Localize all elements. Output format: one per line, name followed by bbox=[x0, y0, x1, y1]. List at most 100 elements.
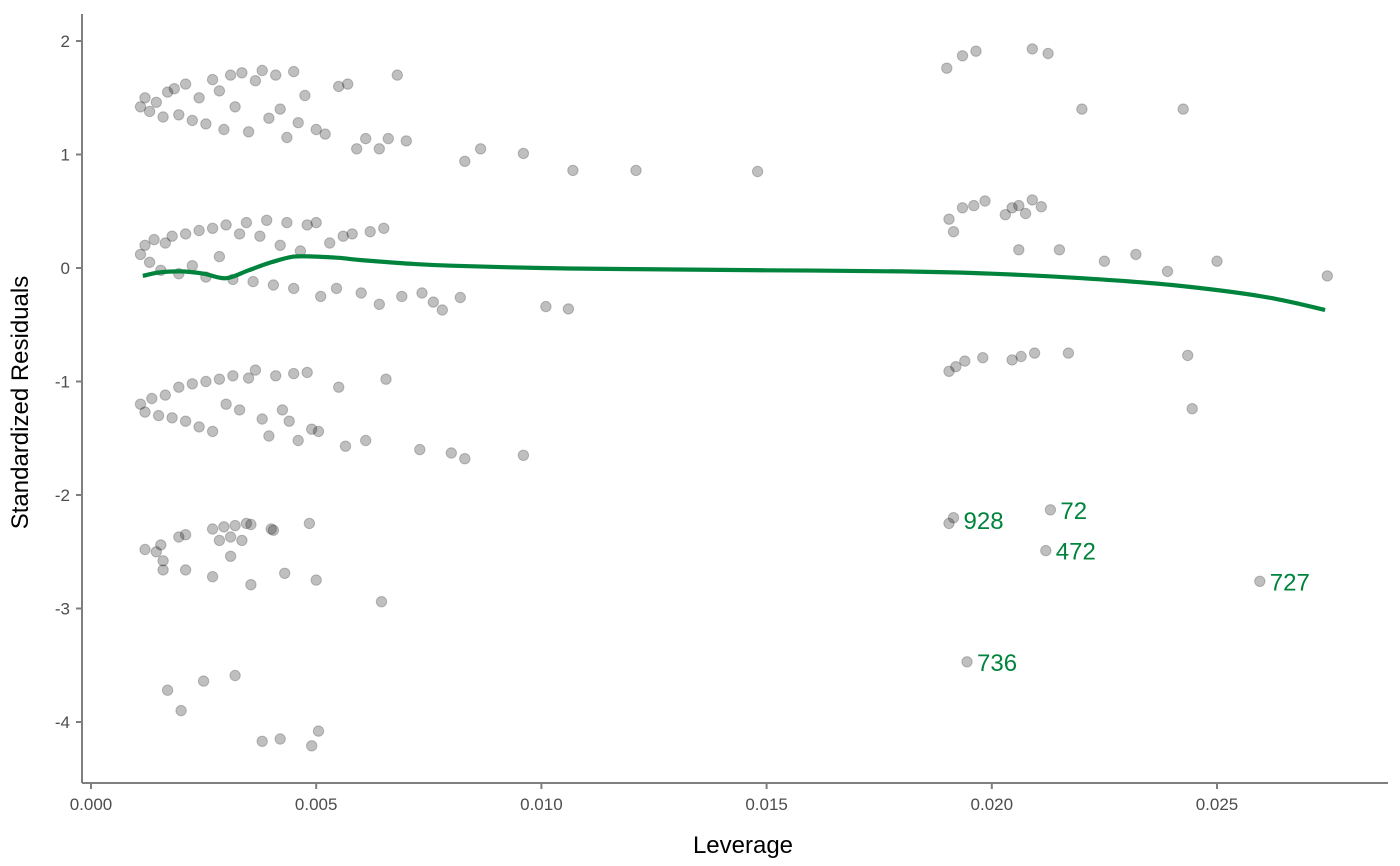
data-point bbox=[1177, 103, 1189, 115]
y-tick-label: 0 bbox=[61, 259, 70, 278]
data-point bbox=[333, 381, 345, 393]
data-point bbox=[173, 109, 185, 121]
data-point bbox=[1076, 103, 1088, 115]
data-point bbox=[540, 300, 552, 313]
data-point bbox=[310, 216, 322, 229]
data-point bbox=[186, 378, 199, 390]
data-point bbox=[249, 75, 262, 87]
data-point bbox=[224, 69, 237, 81]
data-point bbox=[193, 224, 205, 237]
data-point bbox=[751, 165, 764, 178]
data-point bbox=[1026, 194, 1039, 206]
point-label: 472 bbox=[1056, 539, 1096, 566]
data-point bbox=[157, 555, 169, 567]
smooth-layer bbox=[142, 254, 1326, 313]
data-point bbox=[134, 248, 147, 261]
data-point bbox=[249, 364, 262, 376]
data-point bbox=[941, 62, 953, 74]
data-point bbox=[256, 64, 268, 77]
data-point bbox=[355, 287, 367, 299]
data-point bbox=[315, 290, 327, 303]
data-point bbox=[186, 114, 199, 127]
data-point bbox=[1026, 43, 1039, 55]
data-point bbox=[236, 534, 248, 547]
data-point bbox=[943, 213, 955, 225]
data-point bbox=[292, 117, 304, 129]
data-point bbox=[977, 352, 989, 364]
data-point bbox=[1062, 347, 1075, 359]
data-point bbox=[213, 534, 226, 547]
data-point bbox=[333, 80, 345, 93]
data-point bbox=[391, 69, 403, 81]
data-point bbox=[229, 669, 241, 682]
data-point bbox=[400, 135, 412, 147]
data-point bbox=[312, 425, 325, 438]
data-point bbox=[179, 228, 192, 240]
data-point bbox=[961, 656, 973, 668]
data-point bbox=[139, 92, 151, 104]
data-point bbox=[240, 517, 253, 530]
data-point bbox=[274, 103, 286, 115]
data-point bbox=[427, 296, 439, 308]
data-point bbox=[312, 725, 325, 737]
data-point bbox=[1013, 244, 1025, 256]
data-point bbox=[306, 423, 318, 435]
point-label: 72 bbox=[1060, 498, 1087, 525]
data-point bbox=[378, 222, 390, 235]
data-point bbox=[245, 579, 257, 591]
data-point bbox=[562, 303, 575, 315]
data-point bbox=[279, 567, 291, 579]
data-point bbox=[270, 69, 282, 81]
data-point bbox=[267, 524, 280, 536]
data-point bbox=[200, 375, 212, 388]
data-point bbox=[274, 733, 286, 745]
data-point bbox=[330, 282, 343, 295]
data-point bbox=[342, 78, 354, 90]
x-tick-label: 0.010 bbox=[520, 795, 563, 814]
data-point bbox=[150, 96, 163, 109]
data-point bbox=[999, 209, 1011, 221]
data-point bbox=[166, 412, 178, 424]
y-tick-label: -1 bbox=[55, 373, 70, 392]
data-point bbox=[1035, 201, 1048, 213]
data-point bbox=[161, 86, 174, 98]
data-point bbox=[956, 50, 969, 62]
data-point bbox=[173, 531, 185, 543]
data-point bbox=[947, 512, 960, 524]
data-point bbox=[267, 279, 280, 291]
data-point bbox=[139, 406, 151, 418]
data-point bbox=[1321, 270, 1334, 282]
data-point bbox=[970, 45, 982, 57]
data-point bbox=[143, 105, 156, 118]
data-point bbox=[414, 443, 426, 456]
data-point bbox=[193, 421, 205, 433]
data-point bbox=[950, 361, 962, 373]
data-point bbox=[382, 132, 394, 145]
data-point bbox=[1053, 244, 1066, 256]
data-point bbox=[143, 256, 156, 268]
data-point bbox=[281, 216, 293, 229]
data-point bbox=[245, 518, 257, 531]
data-point bbox=[1182, 349, 1194, 362]
data-point bbox=[310, 574, 322, 586]
data-point bbox=[168, 83, 181, 95]
data-point bbox=[416, 287, 428, 299]
data-point bbox=[380, 373, 392, 385]
data-point bbox=[360, 132, 372, 145]
data-point bbox=[276, 404, 289, 416]
data-point bbox=[319, 128, 331, 140]
data-point bbox=[956, 202, 969, 214]
y-axis-ticks: -4 -3 -2 -1 0 1 2 bbox=[55, 32, 82, 732]
data-point bbox=[227, 370, 239, 382]
x-axis-title: Leverage bbox=[693, 832, 793, 859]
data-point bbox=[152, 409, 165, 422]
points-layer bbox=[134, 43, 1334, 752]
x-tick-label: 0.005 bbox=[295, 795, 338, 814]
data-point bbox=[943, 365, 955, 377]
data-point bbox=[206, 523, 219, 535]
y-tick-label: -2 bbox=[55, 486, 70, 505]
data-point bbox=[134, 398, 147, 410]
data-point bbox=[292, 434, 304, 447]
data-point bbox=[1028, 347, 1041, 359]
